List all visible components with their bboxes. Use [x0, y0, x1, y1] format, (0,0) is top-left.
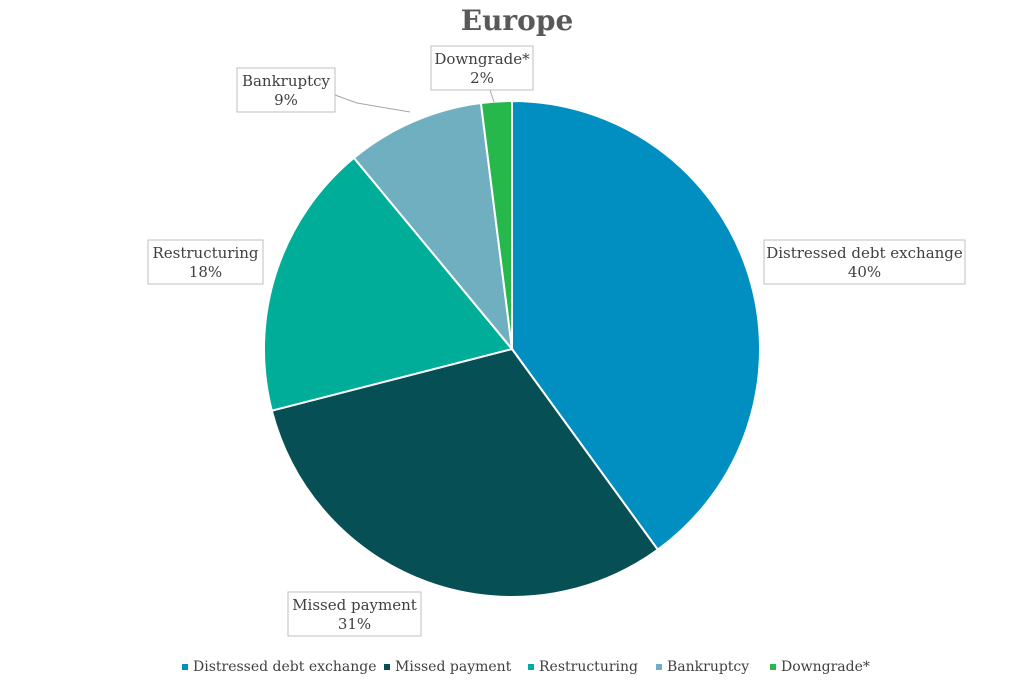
- data-label-value: 9%: [274, 91, 298, 109]
- legend-item-restructuring: Restructuring: [528, 659, 638, 675]
- data-label-category: Restructuring: [152, 244, 258, 262]
- data-label-box: [430, 45, 534, 91]
- legend-swatch: [182, 664, 188, 670]
- legend-swatch: [528, 664, 534, 670]
- data-label-category: Bankruptcy: [242, 72, 331, 90]
- leader-line-bankruptcy: [334, 94, 411, 113]
- legend-item-downgrade: Downgrade*: [770, 659, 870, 675]
- chart-title: Europe: [461, 4, 574, 37]
- pie-slices: [263, 99, 762, 599]
- pie-slice-missed-payment: [270, 347, 660, 599]
- leader-line-downgrade: [489, 89, 495, 103]
- data-label-downgrade: Downgrade*2%: [430, 45, 534, 91]
- pie-slice-downgrade: [479, 99, 513, 350]
- legend-item-missed-payment: Missed payment: [384, 659, 512, 675]
- data-label-value: 31%: [338, 615, 371, 633]
- legend: Distressed debt exchange Missed payment Re…: [182, 659, 870, 675]
- legend-label: Distressed debt exchange: [193, 659, 377, 675]
- data-label-category: Distressed debt exchange: [766, 244, 963, 262]
- data-label-value: 2%: [470, 69, 494, 87]
- pie-slice-restructuring: [263, 156, 514, 412]
- pie-slice-bankruptcy: [352, 101, 514, 353]
- legend-label: Missed payment: [395, 659, 512, 675]
- legend-label: Downgrade*: [781, 659, 870, 675]
- data-label-value: 18%: [189, 263, 222, 281]
- data-label-category: Missed payment: [292, 596, 417, 614]
- data-label-category: Downgrade*: [434, 50, 530, 68]
- data-label-box: [147, 239, 264, 285]
- legend-swatch: [770, 664, 776, 670]
- data-label-box: [287, 591, 422, 637]
- legend-item-bankruptcy: Bankruptcy: [656, 659, 749, 675]
- legend-label: Restructuring: [539, 659, 638, 675]
- data-label-box: [236, 67, 336, 113]
- pie-slice-distressed-debt-exchange: [511, 99, 762, 552]
- label-leader-lines: [334, 89, 495, 113]
- data-label-value: 40%: [848, 263, 881, 281]
- legend-item-distressed-debt-exchange: Distressed debt exchange: [182, 659, 377, 675]
- legend-swatch: [384, 664, 390, 670]
- data-label-box: [763, 239, 966, 285]
- legend-label: Bankruptcy: [667, 659, 749, 675]
- legend-swatch: [656, 664, 662, 670]
